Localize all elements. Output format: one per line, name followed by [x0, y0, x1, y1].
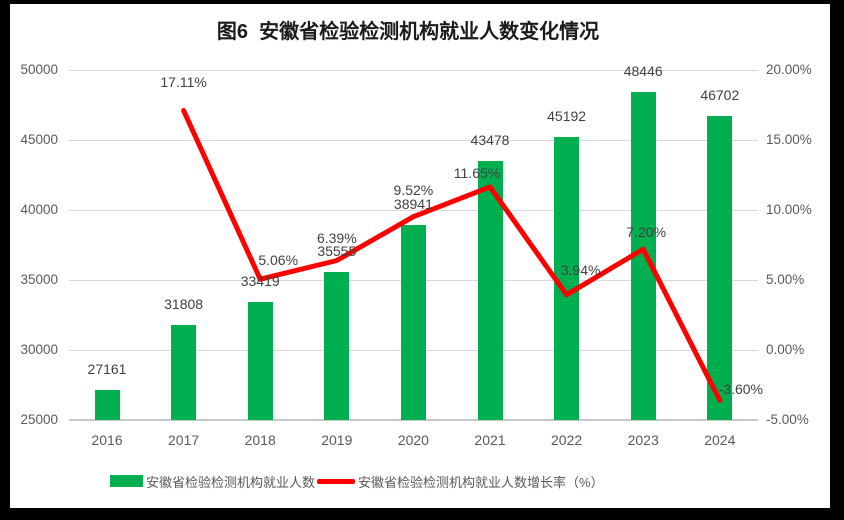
legend-item-employment: 安徽省检验检测机构就业人数: [110, 472, 315, 491]
right-axis-tick-label: 5.00%: [766, 272, 805, 287]
legend-item-growth-rate: 安徽省检验检测机构就业人数增长率（%）: [317, 472, 604, 491]
growth-rate-point-label: 3.94%: [560, 261, 601, 278]
growth-rate-polyline: [181, 108, 723, 403]
bar-value-label: 31808: [164, 295, 204, 312]
left-axis-tick-label: 40000: [20, 202, 58, 217]
left-axis-tick-label: 30000: [20, 342, 58, 357]
bar-value-label: 33419: [240, 273, 280, 290]
x-axis-tick-label: 2022: [551, 432, 583, 448]
growth-rate-point-label: 7.20%: [626, 224, 667, 241]
left-axis-tick-label: 25000: [20, 412, 58, 427]
growth-rate-line: [181, 108, 723, 403]
legend-label-growth-rate: 安徽省检验检测机构就业人数增长率（%）: [358, 474, 604, 490]
growth-rate-point-label: -3.60%: [718, 381, 763, 398]
bar-value-label: 45192: [547, 108, 587, 125]
growth-rate-point-label: 5.06%: [258, 252, 299, 269]
chart-title: 图6 安徽省检验检测机构就业人数变化情况: [216, 21, 600, 43]
bar-value-label: 27161: [87, 360, 127, 377]
x-axis-tick-label: 2023: [627, 432, 659, 448]
bar-value-label: 35555: [317, 243, 357, 260]
x-axis-tick-label: 2024: [704, 432, 736, 448]
x-axis-line: [68, 419, 759, 421]
gridline: [68, 210, 759, 211]
legend-line-swatch-icon: [317, 478, 356, 484]
growth-rate-point-label: 11.65%: [453, 164, 501, 181]
x-axis-tick-label: 2019: [321, 432, 353, 448]
right-axis-tick-label: 10.00%: [766, 202, 812, 217]
left-axis-tick-label: 50000: [20, 62, 58, 77]
employment-bar-2018: [247, 302, 273, 420]
growth-rate-point-label: 17.11%: [160, 74, 207, 91]
chart-area: 图6 安徽省检验检测机构就业人数变化情况 27161 31808 33419 3555…: [10, 4, 830, 508]
legend-bar-swatch-icon: [110, 475, 143, 487]
employment-bar-2017: [171, 324, 197, 420]
employment-bar-2021: [477, 161, 503, 420]
right-axis-tick-label: 15.00%: [766, 132, 812, 147]
employment-bar-2022: [554, 137, 580, 420]
left-axis-tick-label: 45000: [20, 132, 58, 147]
legend: 安徽省检验检测机构就业人数 安徽省检验检测机构就业人数增长率（%）: [110, 471, 604, 491]
x-axis-tick-label: 2017: [168, 432, 200, 448]
bar-value-label: 48446: [623, 62, 663, 79]
employment-bar-2019: [324, 272, 350, 420]
legend-label-employment: 安徽省检验检测机构就业人数: [146, 474, 316, 490]
right-axis-tick-label: -5.00%: [766, 412, 809, 427]
right-axis-tick-label: 0.00%: [766, 342, 805, 357]
growth-rate-point-label: 6.39%: [316, 229, 357, 246]
x-axis-tick-label: 2020: [397, 432, 429, 448]
right-axis-tick-label: 20.00%: [766, 62, 812, 77]
bar-value-label: 38941: [393, 195, 433, 212]
x-axis-tick-label: 2016: [91, 432, 123, 448]
gridline: [68, 140, 759, 141]
gridline: [68, 70, 759, 71]
employment-bar-2024: [707, 116, 733, 420]
x-axis-tick-label: 2018: [244, 432, 276, 448]
bar-value-label: 46702: [700, 87, 740, 104]
bar-value-label: 43478: [470, 132, 510, 149]
growth-rate-point-label: 9.52%: [393, 181, 434, 198]
left-axis-tick-label: 35000: [20, 272, 58, 287]
employment-bar-2020: [400, 224, 426, 420]
employment-bar-2016: [94, 389, 120, 420]
x-axis-tick-label: 2021: [474, 432, 506, 448]
